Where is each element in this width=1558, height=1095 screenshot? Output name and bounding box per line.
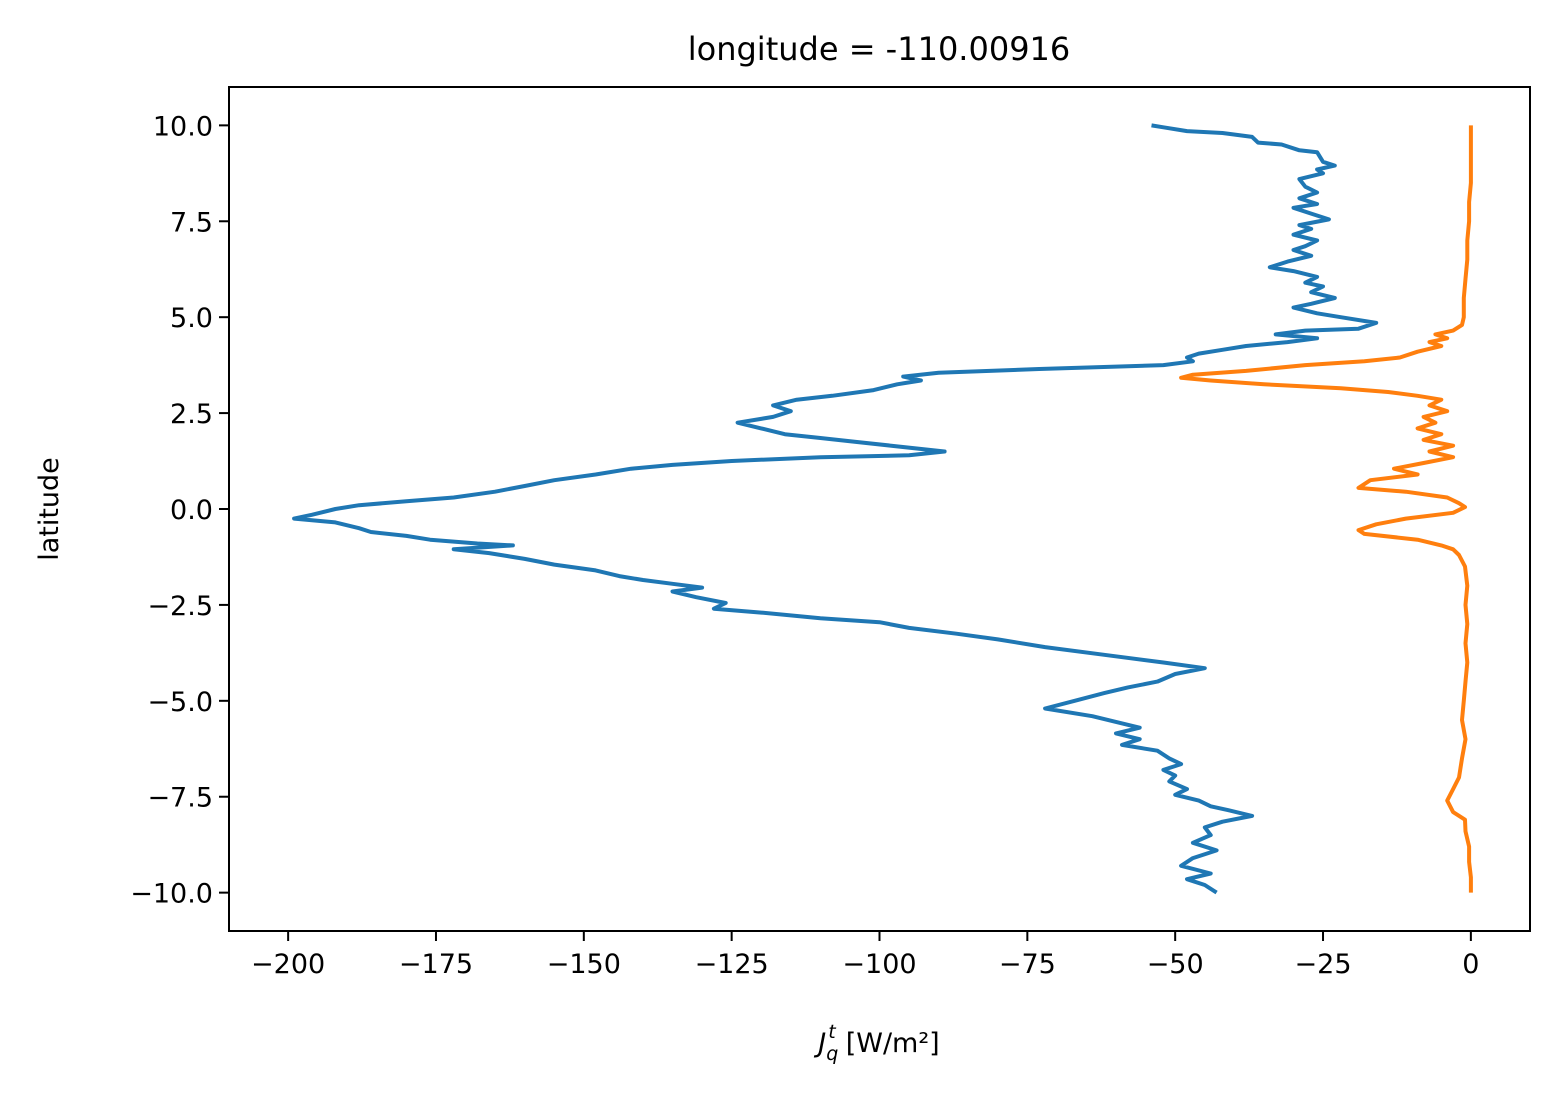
- chart-title: longitude = -110.00916: [688, 30, 1071, 68]
- x-axis: −200 −175 −150 −125 −100 −75 −50 −25 0: [251, 931, 1479, 980]
- y-tick-label: −2.5: [147, 591, 213, 622]
- series-layer: [292, 123, 1473, 895]
- y-axis-label: latitude: [34, 457, 65, 561]
- y-tick-label: −7.5: [147, 783, 213, 814]
- x-tick-label: −200: [251, 949, 325, 980]
- y-tick-label: 10.0: [153, 111, 213, 142]
- y-tick-label: −10.0: [130, 879, 213, 910]
- x-tick-label: 0: [1462, 949, 1479, 980]
- series-line-1: [292, 123, 1379, 895]
- x-axis-label-sup: t: [828, 1021, 837, 1043]
- y-tick-label: 7.5: [170, 207, 213, 238]
- x-tick-label: −100: [842, 949, 916, 980]
- y-axis: 10.0 7.5 5.0 2.5 0.0 −2.5 −5.0 −7.5 −10.0: [130, 111, 229, 910]
- x-tick-label: −25: [1295, 949, 1352, 980]
- x-axis-label-units: [W/m²]: [846, 1028, 940, 1059]
- series-line-2: [1179, 125, 1473, 893]
- y-tick-label: 5.0: [170, 303, 213, 334]
- x-axis-label: Jqt [W/m²]: [813, 1021, 939, 1065]
- x-tick-label: −175: [399, 949, 473, 980]
- x-tick-label: −50: [1147, 949, 1204, 980]
- x-tick-label: −150: [547, 949, 621, 980]
- x-tick-label: −75: [999, 949, 1056, 980]
- y-tick-label: 2.5: [170, 399, 213, 430]
- y-tick-label: −5.0: [147, 687, 213, 718]
- x-tick-label: −125: [695, 949, 769, 980]
- x-axis-label-sub: q: [826, 1043, 838, 1065]
- y-tick-label: 0.0: [170, 495, 213, 526]
